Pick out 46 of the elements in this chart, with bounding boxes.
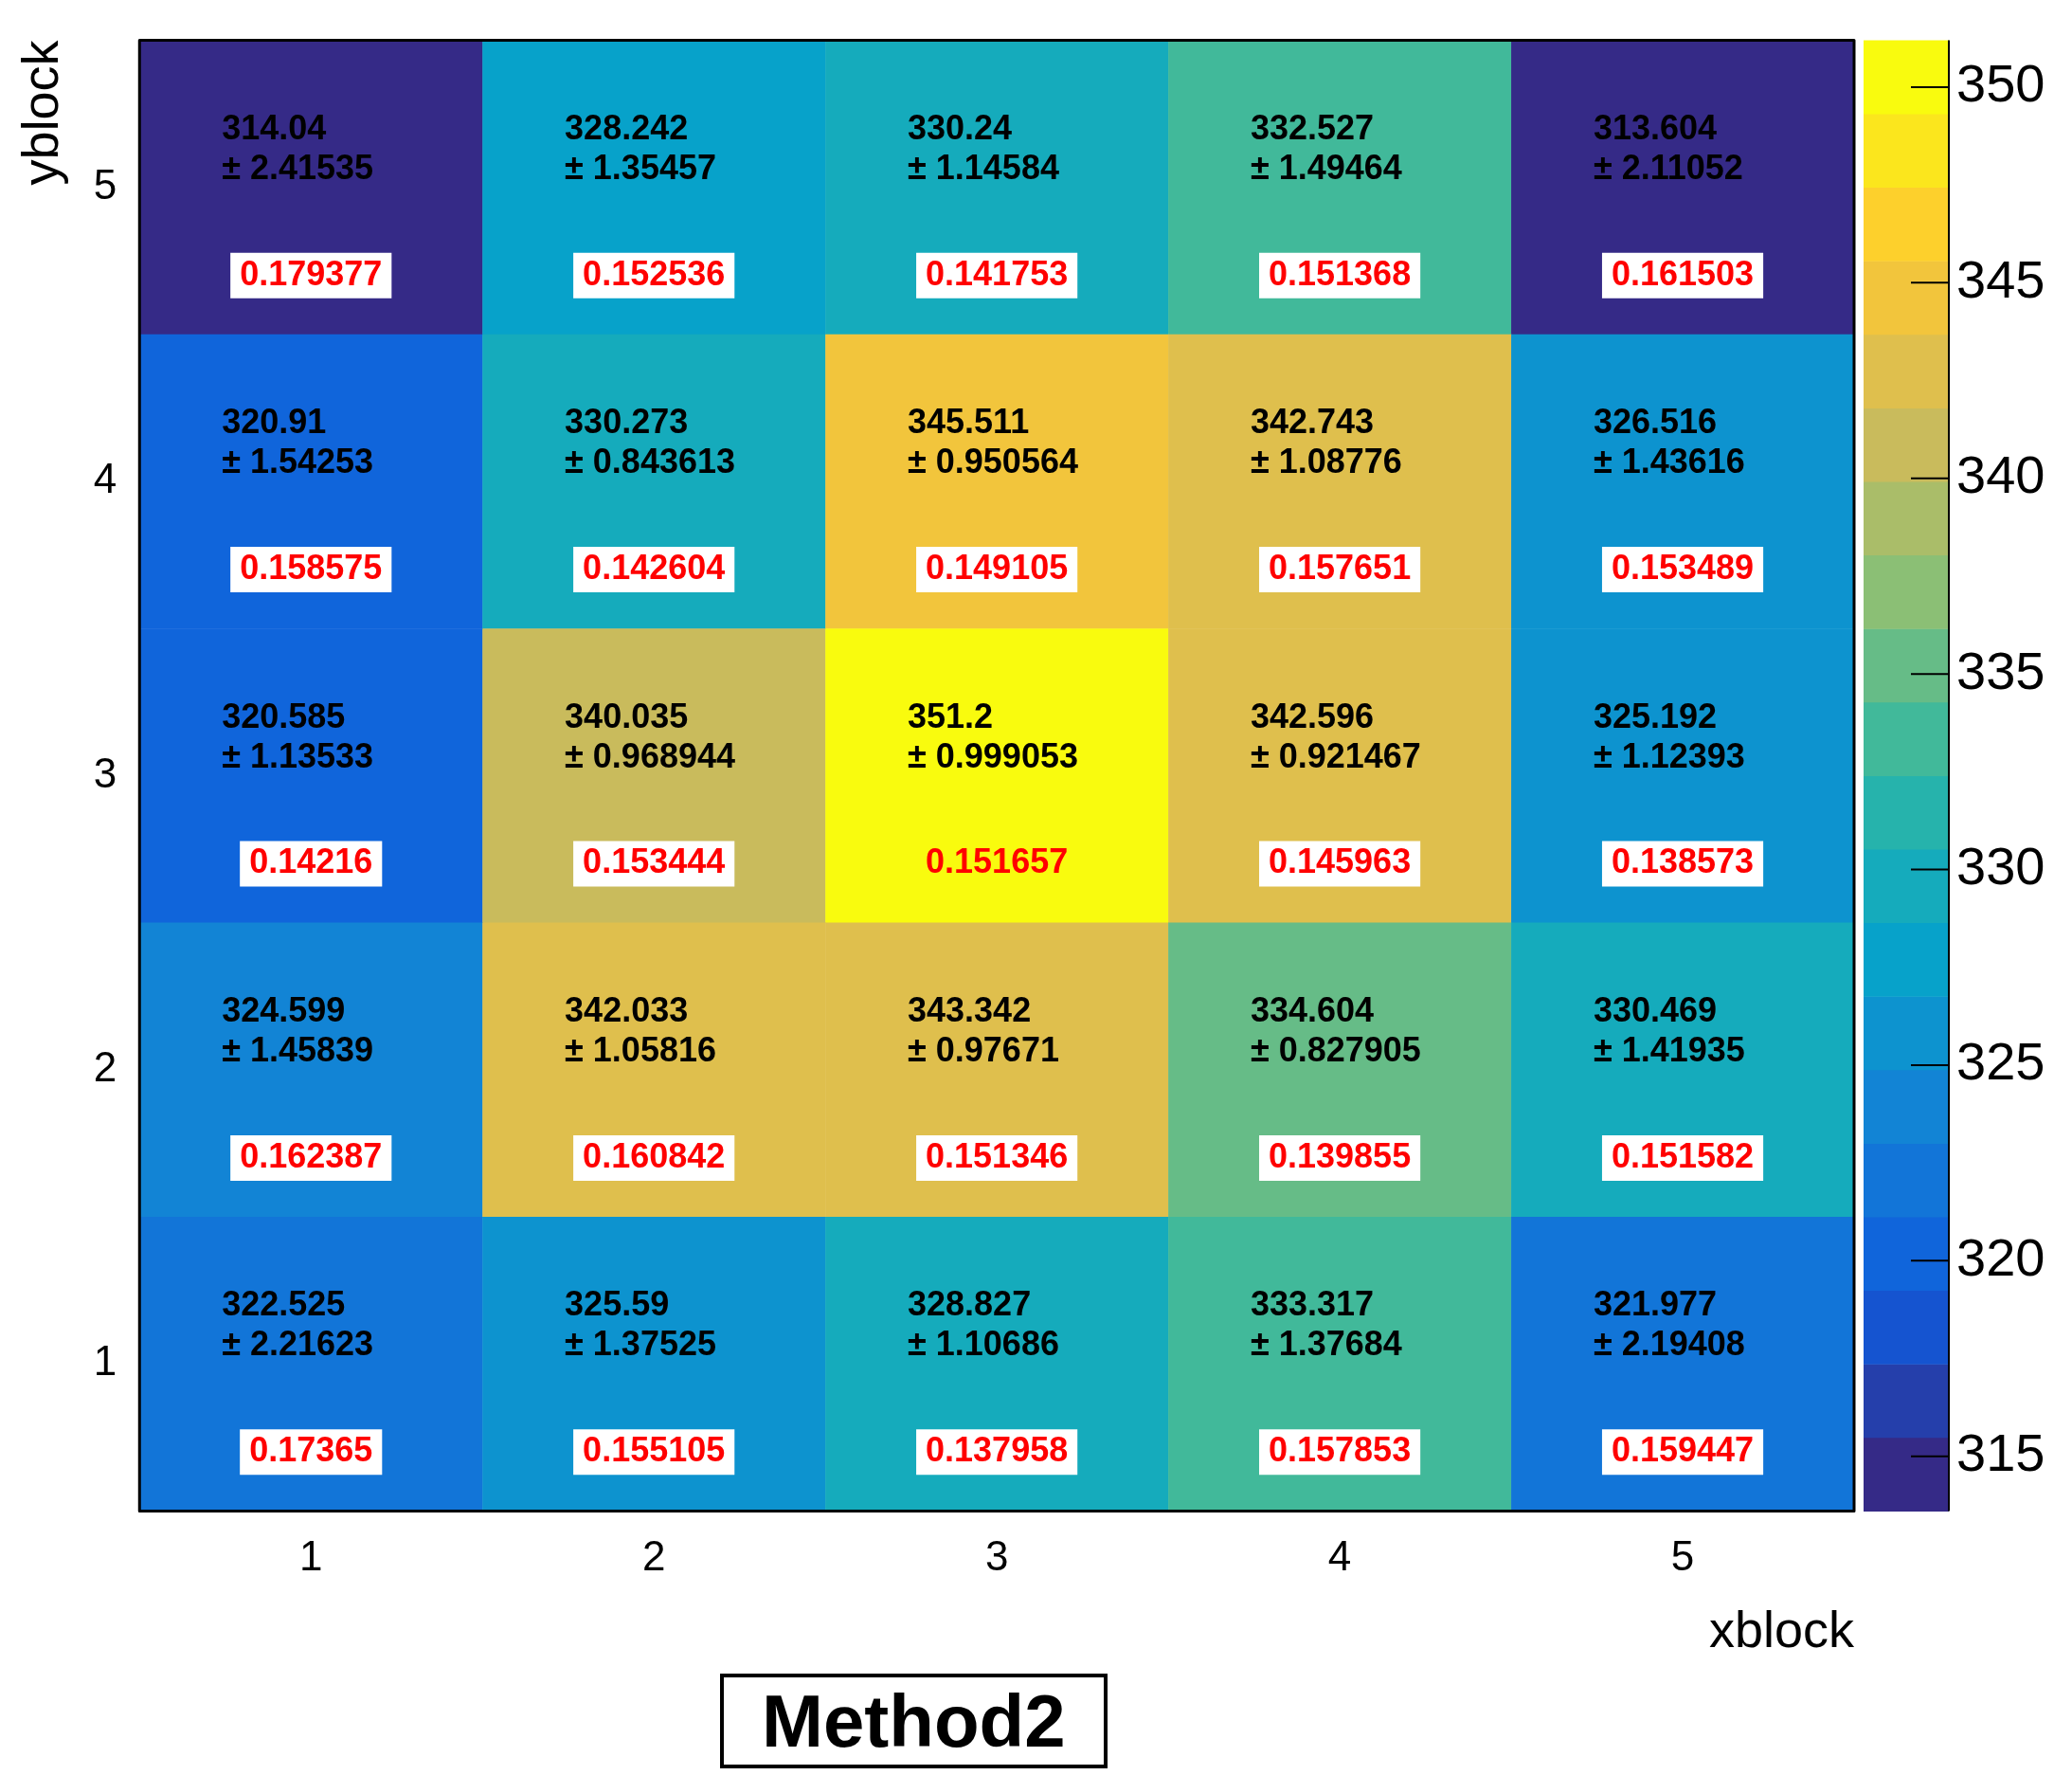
text: 332.527 ± 1.49464 0.151368 (1250, 107, 1412, 293)
text: 328.827 ± 1.10686 0.137958 (908, 1284, 1069, 1470)
text: 351.2 ± 0.999053 0.151657 (908, 696, 1078, 881)
text: 322.525 ± 2.21623 0.17365 (222, 1284, 374, 1470)
y-axis-title: yblock (11, 39, 69, 186)
text: 313.604 ± 2.11052 0.161503 (1593, 107, 1755, 293)
color-bar-label: 350 (1956, 53, 2045, 114)
color-bar-label: 335 (1956, 640, 2045, 700)
text: Method2 (720, 1674, 1108, 1768)
text: 342.596 ± 0.921467 0.145963 (1250, 696, 1421, 881)
y-tick-label: 5 (93, 160, 117, 208)
x-tick-label: 4 (1327, 1531, 1352, 1579)
text: 325.192 ± 1.12393 0.138573 (1593, 696, 1755, 881)
x-tick-label: 2 (641, 1531, 666, 1579)
color-bar-label: 325 (1956, 1031, 2045, 1092)
color-bar-label: 330 (1956, 835, 2045, 896)
text: 330.469 ± 1.41935 0.151582 (1593, 990, 1755, 1175)
text: 314.04 ± 2.41535 0.179377 (222, 107, 383, 293)
text: 328.242 ± 1.35457 0.152536 (565, 107, 726, 293)
x-tick-label: 3 (984, 1531, 1009, 1579)
x-axis-title: xblock (1708, 1601, 1855, 1658)
color-bar-label: 340 (1956, 444, 2045, 505)
y-tick-label: 4 (93, 455, 117, 502)
text: 342.743 ± 1.08776 0.157651 (1250, 402, 1412, 588)
text: 320.585 ± 1.13533 0.14216 (222, 696, 374, 881)
color-bar-label: 320 (1956, 1226, 2045, 1287)
text: 345.511 ± 0.950564 0.149105 (908, 402, 1078, 588)
text: 320.91 ± 1.54253 0.158575 (222, 402, 383, 588)
text: 330.24 ± 1.14584 0.141753 (908, 107, 1069, 293)
y-tick-label: 1 (93, 1337, 117, 1385)
text: 340.035 ± 0.968944 0.153444 (565, 696, 736, 881)
y-tick-label: 3 (93, 749, 117, 796)
text: 325.59 ± 1.37525 0.155105 (565, 1284, 726, 1470)
text: 343.342 ± 0.97671 0.151346 (908, 990, 1069, 1175)
text: 326.516 ± 1.43616 0.153489 (1593, 402, 1755, 588)
text: 333.317 ± 1.37684 0.157853 (1250, 1284, 1412, 1470)
color-bar-label: 315 (1956, 1422, 2045, 1483)
text: 334.604 ± 0.827905 0.139855 (1250, 990, 1421, 1175)
text: 321.977 ± 2.19408 0.159447 (1593, 1284, 1755, 1470)
y-tick-label: 2 (93, 1042, 117, 1090)
text: 330.273 ± 0.843613 0.142604 (565, 402, 736, 588)
x-tick-label: 5 (1670, 1531, 1695, 1579)
text: 324.599 ± 1.45839 0.162387 (222, 990, 383, 1175)
text: 342.033 ± 1.05816 0.160842 (565, 990, 726, 1175)
x-tick-label: 1 (299, 1531, 323, 1579)
color-bar-label: 345 (1956, 248, 2045, 309)
